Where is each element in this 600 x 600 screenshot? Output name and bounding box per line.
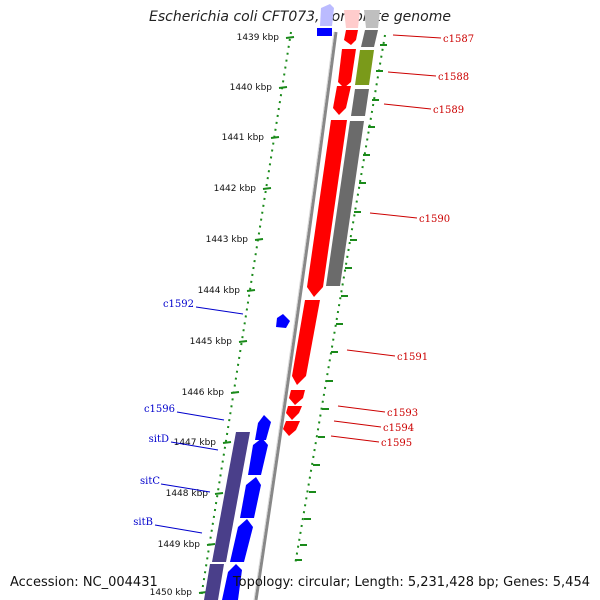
gene-label-c1592[interactable]: c1592	[163, 299, 194, 310]
accession-label: Accession: NC_004431	[10, 575, 158, 590]
gene-block-partial-top	[344, 10, 360, 28]
gene-block-c1595[interactable]	[283, 421, 300, 436]
gene-block-blue-top-end	[317, 28, 332, 36]
feature-track	[326, 10, 380, 286]
gene-block-c1587[interactable]	[344, 30, 358, 45]
gene-block-c1592[interactable]	[276, 314, 290, 328]
kbp-tick-mark	[254, 238, 264, 241]
gene-labels: c1587 c1588 c1589 c1590 c1591 c1593 c159…	[133, 34, 474, 528]
forward-cds-track	[222, 4, 334, 600]
kbp-tick-label: 1439 kbp	[237, 33, 280, 43]
gene-label-c1591[interactable]: c1591	[397, 352, 428, 363]
gene-block-sitB[interactable]	[230, 519, 253, 562]
gene-block-c1596[interactable]	[255, 415, 271, 440]
gene-label-c1590[interactable]: c1590	[419, 214, 450, 225]
gene-label-sitC[interactable]: sitC	[140, 476, 160, 487]
kbp-tick-mark	[246, 289, 256, 292]
kbp-tick-mark	[262, 187, 272, 190]
gene-label-sitB[interactable]: sitB	[133, 517, 153, 528]
tick-track-left	[200, 31, 292, 599]
gene-block-c1591[interactable]	[292, 300, 320, 385]
reverse-cds-track	[283, 10, 360, 436]
gene-block-sitC[interactable]	[240, 477, 261, 518]
gene-block-sitD[interactable]	[248, 438, 268, 475]
kbp-tick-label: 1449 kbp	[158, 540, 201, 550]
gene-label-c1593[interactable]: c1593	[387, 408, 418, 419]
purple-feature-2	[204, 564, 224, 600]
genome-backbone-highlight	[253, 31, 335, 600]
gray-feature-c1590	[326, 121, 364, 286]
kbp-tick-mark	[238, 340, 248, 343]
gray-feature-c1589	[351, 89, 369, 116]
gene-block-c1589[interactable]	[333, 86, 351, 115]
gene-block-c1588[interactable]	[338, 49, 356, 88]
kbp-tick-mark	[222, 441, 232, 444]
gene-block-partial-blue-top	[320, 4, 334, 26]
kbp-tick-mark	[278, 86, 288, 89]
kbp-tick-label: 1447 kbp	[174, 438, 217, 448]
gene-block-blue-bottom	[222, 564, 242, 600]
kbp-tick-label: 1441 kbp	[222, 133, 265, 143]
gray-feature-c1587	[361, 30, 378, 47]
gene-label-c1589[interactable]: c1589	[433, 105, 464, 116]
gene-block-c1594[interactable]	[286, 406, 302, 420]
gene-label-c1595[interactable]: c1595	[381, 438, 412, 449]
kbp-tick-label: 1443 kbp	[206, 235, 249, 245]
gene-block-c1593[interactable]	[289, 390, 305, 405]
kbp-tick-label: 1442 kbp	[214, 184, 257, 194]
kbp-tick-mark	[214, 492, 224, 495]
gene-block-c1590[interactable]	[307, 120, 347, 297]
purple-feature-1	[212, 432, 250, 562]
kbp-tick-mark	[270, 136, 280, 139]
kbp-tick-label: 1444 kbp	[198, 286, 241, 296]
label-leaders	[154, 34, 442, 534]
genome-summary: Topology: circular; Length: 5,231,428 bp…	[232, 575, 590, 590]
gene-label-c1594[interactable]: c1594	[383, 423, 414, 434]
kbp-tick-label: 1445 kbp	[190, 337, 233, 347]
gene-label-c1596[interactable]: c1596	[144, 404, 175, 415]
olive-feature-c1588	[355, 50, 374, 85]
gene-label-sitD[interactable]: sitD	[149, 434, 169, 445]
kbp-tick-mark	[285, 36, 295, 39]
kbp-tick-label: 1450 kbp	[150, 588, 193, 598]
gene-label-c1587[interactable]: c1587	[443, 34, 474, 45]
kbp-tick-mark	[206, 543, 216, 546]
gray-feature-partial-top	[364, 10, 380, 28]
gene-label-c1588[interactable]: c1588	[438, 72, 469, 83]
purple-feature-track	[204, 432, 250, 600]
genome-backbone	[254, 31, 338, 600]
kbp-tick-label: 1448 kbp	[166, 489, 209, 499]
kbp-tick-label: 1440 kbp	[230, 83, 273, 93]
kbp-tick-label: 1446 kbp	[182, 388, 225, 398]
kbp-tick-mark	[230, 391, 240, 394]
